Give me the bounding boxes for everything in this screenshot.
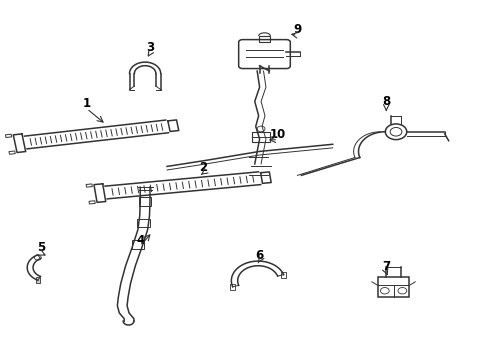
Bar	[281, 272, 286, 278]
Bar	[378, 277, 410, 297]
Text: 5: 5	[37, 241, 46, 255]
Text: 4: 4	[136, 234, 145, 247]
Text: 8: 8	[382, 95, 391, 108]
Text: 3: 3	[146, 41, 154, 54]
Bar	[132, 240, 145, 249]
Bar	[230, 284, 235, 291]
Text: 1: 1	[83, 97, 91, 110]
Bar	[259, 36, 270, 42]
Text: 7: 7	[382, 260, 391, 273]
Bar	[137, 219, 150, 227]
Text: 10: 10	[270, 128, 286, 141]
Bar	[252, 132, 270, 143]
Bar	[36, 278, 40, 283]
Bar	[139, 197, 151, 206]
Text: 2: 2	[199, 161, 208, 174]
Text: 6: 6	[255, 248, 264, 261]
Text: 9: 9	[294, 23, 302, 36]
